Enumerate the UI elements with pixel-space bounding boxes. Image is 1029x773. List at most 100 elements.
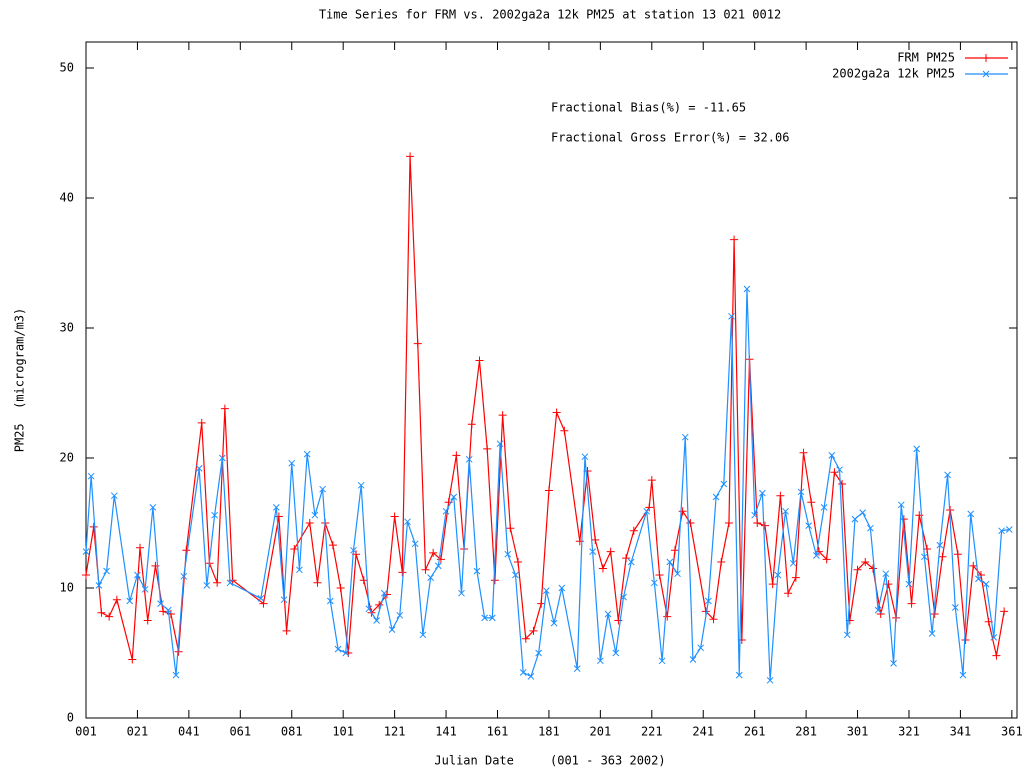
plot-frame (85, 41, 1018, 719)
point-marker (406, 152, 415, 161)
point-marker (481, 614, 488, 622)
point-marker (396, 611, 404, 619)
point-marker (552, 408, 561, 417)
point-marker (274, 512, 283, 521)
point-marker (82, 571, 90, 579)
point-marker (928, 630, 936, 637)
point-marker (629, 526, 638, 535)
point-marker (814, 547, 823, 556)
point-marker (606, 547, 615, 556)
point-marker (180, 572, 188, 580)
point-marker (643, 507, 651, 515)
point-marker (799, 448, 808, 457)
point-marker (419, 631, 427, 639)
point-marker (182, 546, 191, 555)
point-marker (720, 480, 728, 488)
point-marker (490, 576, 499, 585)
point-marker (853, 565, 862, 574)
point-marker (951, 604, 959, 611)
point-marker (112, 595, 121, 604)
point-marker (791, 573, 800, 582)
y-tick-label: 10 (60, 581, 74, 595)
x-tick-label: 061 (229, 725, 251, 739)
point-marker (357, 481, 365, 489)
point-marker (380, 589, 388, 597)
point-marker (828, 452, 836, 459)
x-tick-label: 361 (1001, 725, 1023, 739)
point-marker (760, 521, 769, 530)
y-tick-label: 20 (60, 451, 74, 465)
point-marker (907, 599, 916, 608)
point-marker (938, 552, 947, 561)
series-line (85, 288, 1010, 681)
point-marker (953, 550, 962, 559)
x-tick-label: 021 (127, 725, 149, 739)
point-marker (890, 660, 897, 667)
x-tick-label: 281 (795, 725, 817, 739)
point-marker (529, 626, 538, 635)
x-tick-label: 001 (75, 725, 97, 739)
point-marker (944, 471, 951, 479)
point-marker (519, 669, 527, 676)
point-marker (328, 541, 337, 550)
point-marker (195, 465, 203, 472)
point-marker (921, 553, 928, 561)
point-marker (421, 565, 430, 574)
y-tick-label: 30 (60, 321, 74, 335)
point-marker (350, 546, 357, 554)
point-marker (218, 454, 226, 462)
point-marker (550, 619, 558, 627)
x-tick-label: 201 (590, 725, 612, 739)
point-marker (589, 548, 597, 555)
point-marker (573, 665, 581, 672)
point-marker (149, 504, 157, 511)
point-marker (82, 548, 90, 555)
point-marker (655, 571, 664, 579)
point-marker (413, 339, 422, 348)
point-marker (620, 593, 627, 601)
point-marker (452, 451, 461, 460)
point-marker (876, 610, 885, 618)
point-marker (627, 558, 635, 566)
point-marker (735, 671, 743, 679)
point-marker (905, 580, 913, 588)
point-marker (614, 616, 623, 625)
point-marker (575, 537, 584, 546)
point-marker (717, 558, 726, 566)
point-marker (612, 649, 620, 657)
point-marker (496, 440, 504, 448)
point-marker (670, 546, 679, 555)
x-tick-label: 241 (692, 725, 714, 739)
point-marker (427, 574, 434, 581)
point-marker (326, 597, 334, 605)
point-marker (689, 656, 697, 663)
point-marker (961, 636, 970, 644)
point-marker (724, 519, 733, 527)
point-marker (992, 651, 1001, 660)
point-marker (514, 558, 523, 566)
point-marker (975, 575, 982, 583)
x-tick-label: 341 (950, 725, 972, 739)
point-marker (527, 673, 535, 680)
point-marker (257, 595, 265, 602)
point-marker (822, 555, 831, 564)
point-marker (296, 566, 303, 574)
point-marker (663, 612, 672, 621)
point-marker (730, 235, 739, 244)
point-marker (705, 597, 712, 605)
point-marker (868, 564, 877, 573)
point-marker (164, 606, 172, 614)
point-marker (303, 450, 311, 458)
point-marker (388, 626, 396, 633)
point-marker (141, 585, 149, 593)
point-marker (820, 504, 828, 511)
y-tick-label: 40 (60, 191, 74, 205)
point-marker (429, 548, 438, 557)
point-marker (838, 480, 847, 488)
point-marker (483, 444, 492, 453)
point-marker (544, 486, 553, 495)
point-marker (645, 503, 654, 512)
point-marker (959, 671, 967, 679)
point-marker (359, 576, 368, 585)
